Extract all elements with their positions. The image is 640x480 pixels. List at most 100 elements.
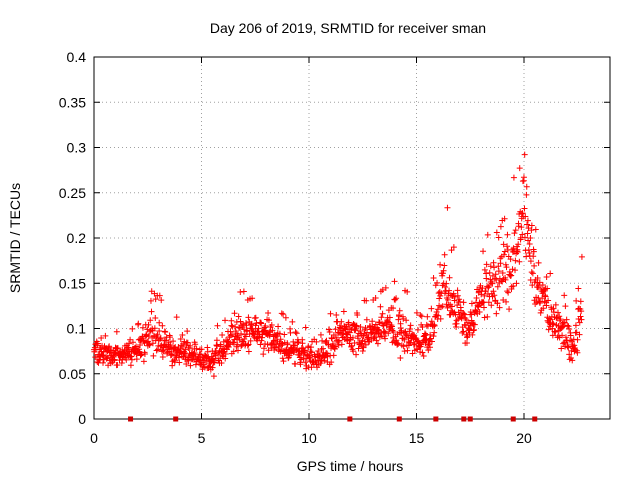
data-point [210,373,217,380]
y-tick-label: 0.15 [59,275,86,291]
data-point [521,234,528,241]
data-point [430,333,437,340]
data-point [552,328,559,335]
data-point [297,361,304,368]
data-point [231,336,238,343]
data-point [577,298,584,305]
data-point [375,319,382,326]
data-point [380,322,387,329]
data-point [421,330,428,337]
data-point [565,323,572,330]
data-point [173,314,180,321]
data-point [494,300,501,307]
data-point [138,351,145,358]
data-point [482,287,489,294]
data-point [471,326,478,333]
data-point [569,357,576,364]
zero-marker [532,416,538,422]
data-point [213,342,220,349]
data-point [276,330,283,337]
data-point [382,284,389,291]
data-point [559,332,566,339]
data-point [238,343,245,350]
data-point [437,315,444,322]
data-point [146,328,153,335]
data-point [259,331,266,338]
data-point [184,328,191,335]
data-point [349,334,356,341]
data-point [512,267,519,274]
data-point [545,297,552,304]
data-point [450,290,457,297]
data-point [557,316,564,323]
data-point [326,326,333,333]
y-tick-label: 0 [78,411,86,427]
data-point [184,339,191,346]
data-point [567,332,574,339]
data-point [552,301,559,308]
data-point [295,339,302,346]
data-point [148,308,155,315]
y-tick-label: 0.3 [67,140,87,156]
data-point [427,344,434,351]
data-point [439,270,446,277]
data-point [363,297,370,304]
data-point [543,273,550,280]
data-point [577,313,584,320]
data-point [493,229,500,236]
data-point [171,344,178,351]
data-point [373,337,380,344]
data-point [550,321,557,328]
data-point [328,359,335,366]
data-point [529,270,536,277]
data-point [323,349,330,356]
data-point [147,317,154,324]
data-point [379,310,386,317]
data-point [562,303,569,310]
data-point [372,321,379,328]
data-point [480,299,487,306]
data-point [403,317,410,324]
data-point [191,349,198,356]
data-point [362,341,369,348]
data-point [500,241,507,248]
data-point [345,319,352,326]
data-point [578,316,585,323]
data-point [480,248,487,255]
data-point [556,313,563,320]
data-point [457,298,464,305]
data-point [162,337,169,344]
data-point [261,324,268,331]
data-point [444,304,451,311]
data-point [324,353,331,360]
chart-title: Day 206 of 2019, SRMTID for receiver sma… [210,20,486,36]
data-point [265,310,272,317]
data-point [182,346,189,353]
data-point [277,336,284,343]
data-point [247,321,254,328]
data-point [434,279,441,286]
data-point [480,304,487,311]
data-point [369,329,376,336]
data-point [523,183,530,190]
data-point [486,282,493,289]
zero-marker [461,416,467,422]
data-point [523,191,530,198]
data-point [535,259,542,266]
data-point [136,342,143,349]
data-point [503,298,510,305]
data-point [152,296,159,303]
data-point [332,326,339,333]
data-point [363,316,370,323]
data-point [167,341,174,348]
data-point [335,338,342,345]
data-point [229,331,236,338]
data-point [401,336,408,343]
data-point [159,354,166,361]
data-point [219,352,226,359]
x-tick-label: 0 [90,430,98,446]
data-point [278,310,285,317]
data-point [156,292,163,299]
data-point [434,306,441,313]
data-point [315,357,322,364]
